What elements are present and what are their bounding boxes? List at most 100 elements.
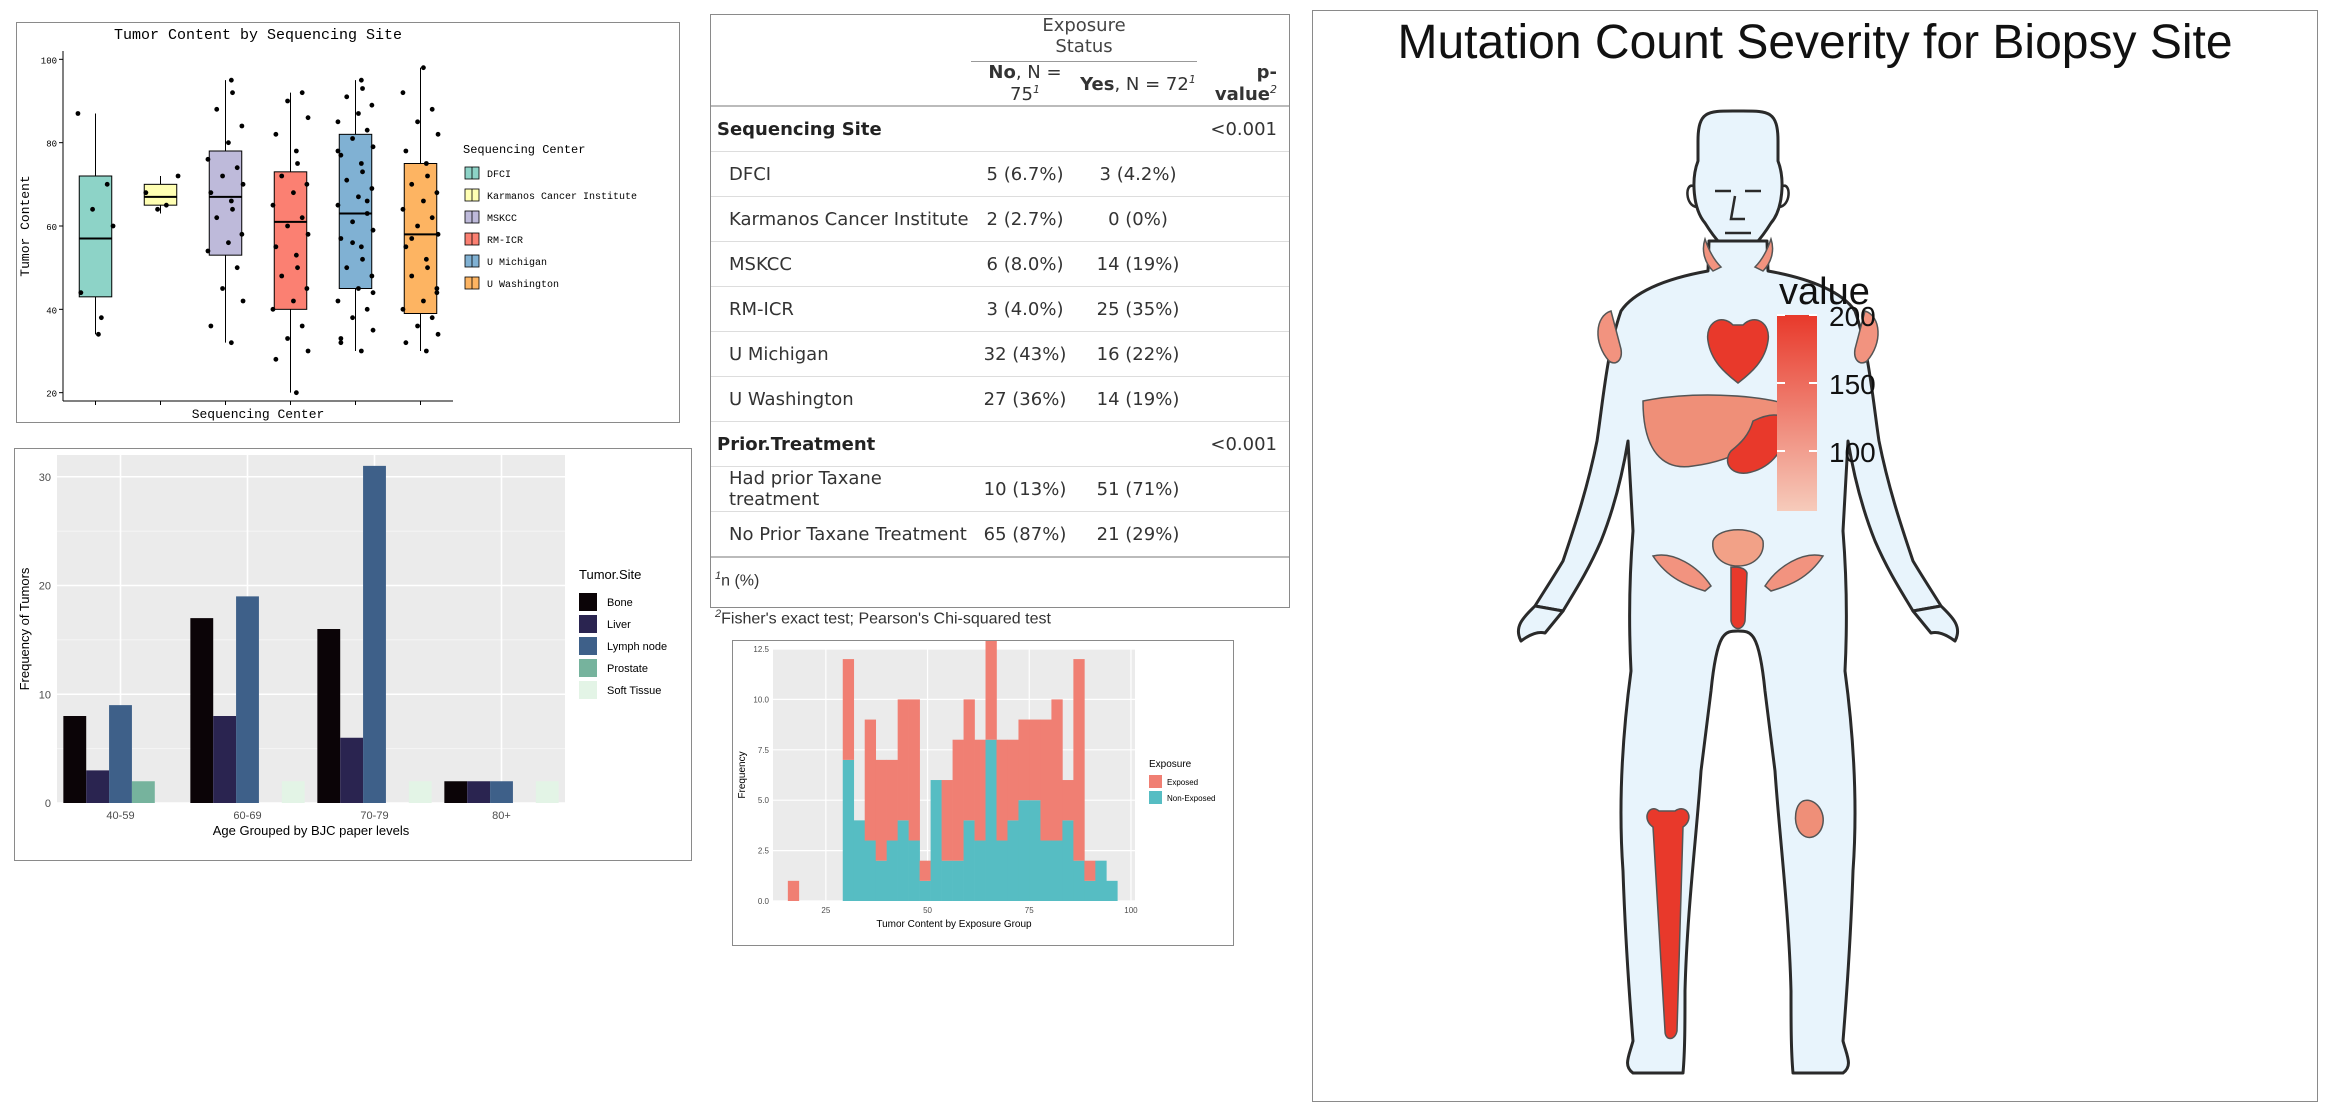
data-point [435,231,441,237]
legend-label: Lymph node [607,641,667,653]
data-point [239,123,245,129]
bar-non-exposed [1029,800,1041,901]
data-point [369,186,375,191]
bar-exposed [864,719,877,841]
bar-non-exposed [1040,840,1052,901]
legend-swatch [579,615,597,633]
data-point [205,248,211,254]
data-point [364,306,370,312]
data-point [295,265,300,271]
bar-non-exposed [963,820,975,901]
data-point [305,115,311,121]
bar-soft-tissue [281,781,305,803]
table-row: Karmanos Cancer Institute 2 (2.7%) 0 (0%) [711,196,1289,242]
p-value: <0.001 [1197,106,1289,152]
bar-exposed [897,699,909,821]
bar-lymph-node [490,781,513,803]
table-row: U Michigan 32 (43%) 16 (22%) [711,331,1289,377]
data-point [75,111,81,116]
legend-swatch [1149,791,1162,804]
y-tick-label: 0.0 [758,897,770,906]
bar-non-exposed [985,739,997,901]
data-point [214,215,220,221]
colorbar-tick-label: 200 [1829,301,1876,332]
y-tick-label: 10 [39,689,51,701]
histogram-chart: 0.0 2.5 5.0 7.5 10.0 12.5 25 50 75 100 Tumor Conte… [737,638,1215,930]
data-point [226,140,231,146]
bar-non-exposed [842,759,855,901]
x-tick-label: 75 [1025,906,1034,915]
data-point [358,77,364,83]
legend-label: MSKCC [487,214,517,225]
col-header-yes: Yes, N = 721 [1079,62,1197,107]
box-1 [143,183,178,206]
data-point [270,202,276,208]
bar-exposed [996,739,1008,841]
data-point [291,190,296,196]
box-5 [403,163,438,314]
organ-bladder [1712,529,1764,567]
bar-soft-tissue [535,781,559,803]
data-point [409,273,415,279]
data-point [230,206,235,212]
legend-label: DFCI [487,170,511,181]
organ-layer [1597,236,1879,1040]
data-point [434,290,440,296]
legend-label: Liver [607,619,631,631]
organ-femur-right [1794,799,1824,839]
data-point [228,77,234,83]
data-point [421,198,426,204]
bar-non-exposed [930,780,942,901]
y-tick-label: 10.0 [753,695,769,704]
summary-table-panel: Exposure Status No, N = 751 Yes, N = 721… [710,14,1290,628]
bar-bone [317,629,341,803]
legend-swatch [579,659,597,677]
data-point [279,273,285,279]
bar-lymph-node [109,705,132,803]
data-point [220,173,225,179]
data-point [155,206,160,212]
bar-non-exposed [886,840,898,901]
data-point [403,340,409,346]
bodymap-panel: Mutation Count Severity for Biopsy Site … [1312,10,2318,1102]
bar-liver [467,781,491,803]
data-point [360,169,365,175]
bar-non-exposed [897,820,909,901]
body-figure [1516,109,1960,1075]
bar-non-exposed [974,840,986,901]
x-tick-label: 70-79 [360,810,388,822]
bar-lymph-node [236,596,259,803]
bar-exposed [1040,719,1052,841]
data-point [228,340,234,346]
data-point [369,102,375,108]
legend-label: Exposed [1167,778,1198,787]
data-point [239,231,245,237]
data-point [415,223,420,229]
bar-exposed [1073,659,1085,861]
bar-non-exposed [875,860,887,901]
data-point [429,315,435,321]
data-point [364,211,370,216]
data-point [423,348,429,354]
data-point [360,86,365,91]
data-point [425,173,430,179]
organ-pelvis-right [1764,554,1825,592]
bar-exposed [985,638,997,740]
table-row: Had prior Taxane treatment 10 (13%) 51 (71… [711,466,1289,512]
data-point [104,181,110,187]
data-point [364,127,370,133]
data-point [299,215,305,221]
data-point [370,327,376,333]
col-header-pvalue: p-value2 [1197,62,1289,107]
legend-swatch [579,637,597,655]
data-point [270,306,276,312]
bar-exposed [875,759,887,861]
data-point [234,165,240,171]
legend-label: Soft Tissue [607,685,661,697]
data-point [163,202,169,208]
legend-label: U Washington [487,279,559,291]
data-point [240,298,246,304]
x-axis-label: Sequencing Center [192,407,325,422]
data-point [356,111,361,116]
data-point [299,90,305,96]
